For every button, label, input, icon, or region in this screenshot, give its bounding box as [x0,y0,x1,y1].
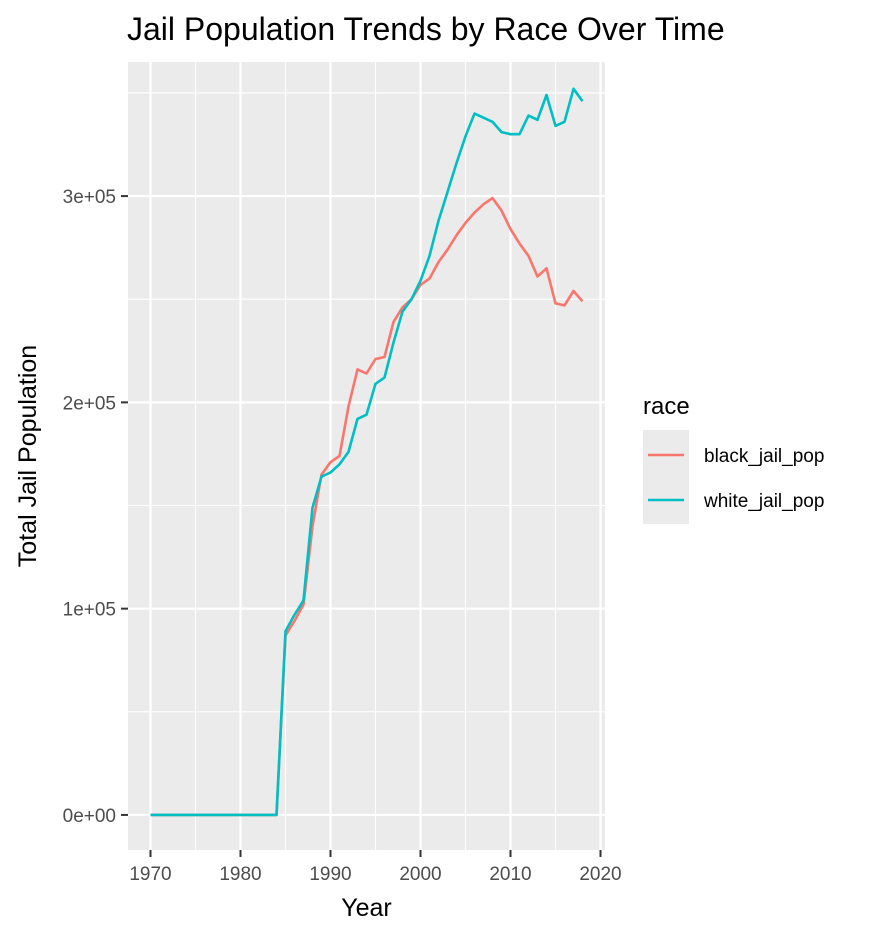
legend-key-background [643,430,689,524]
legend-label-black_jail_pop: black_jail_pop [704,446,824,467]
series-lines [150,87,584,817]
x-tick-label: 1970 [129,864,171,885]
y-tick-label: 3e+05 [63,187,116,208]
y-tick-label: 0e+00 [63,806,116,827]
y-tick-label: 2e+05 [63,393,116,414]
y-tick-label: 1e+05 [63,600,116,621]
x-tick-label: 1980 [219,864,261,885]
x-tick-label: 2020 [579,864,621,885]
x-tick-label: 2010 [489,864,531,885]
chart-title: Jail Population Trends by Race Over Time [127,11,725,47]
x-tick-label: 2000 [399,864,441,885]
minor-gridlines [128,62,605,850]
series-line-white_jail_pop [150,87,584,817]
y-axis-title: Total Jail Population [14,345,42,567]
legend-title: race [643,393,690,420]
plot-panel [128,62,605,850]
major-gridlines [128,62,605,850]
x-axis: 1970 1980 1990 2000 2010 2020 [129,850,622,885]
y-axis: 0e+00 1e+05 2e+05 3e+05 [63,187,128,827]
x-axis-title: Year [341,894,392,922]
legend-label-white_jail_pop: white_jail_pop [703,491,824,512]
legend: race black_jail_pop white_jail_pop [643,393,824,524]
x-tick-label: 1990 [309,864,351,885]
